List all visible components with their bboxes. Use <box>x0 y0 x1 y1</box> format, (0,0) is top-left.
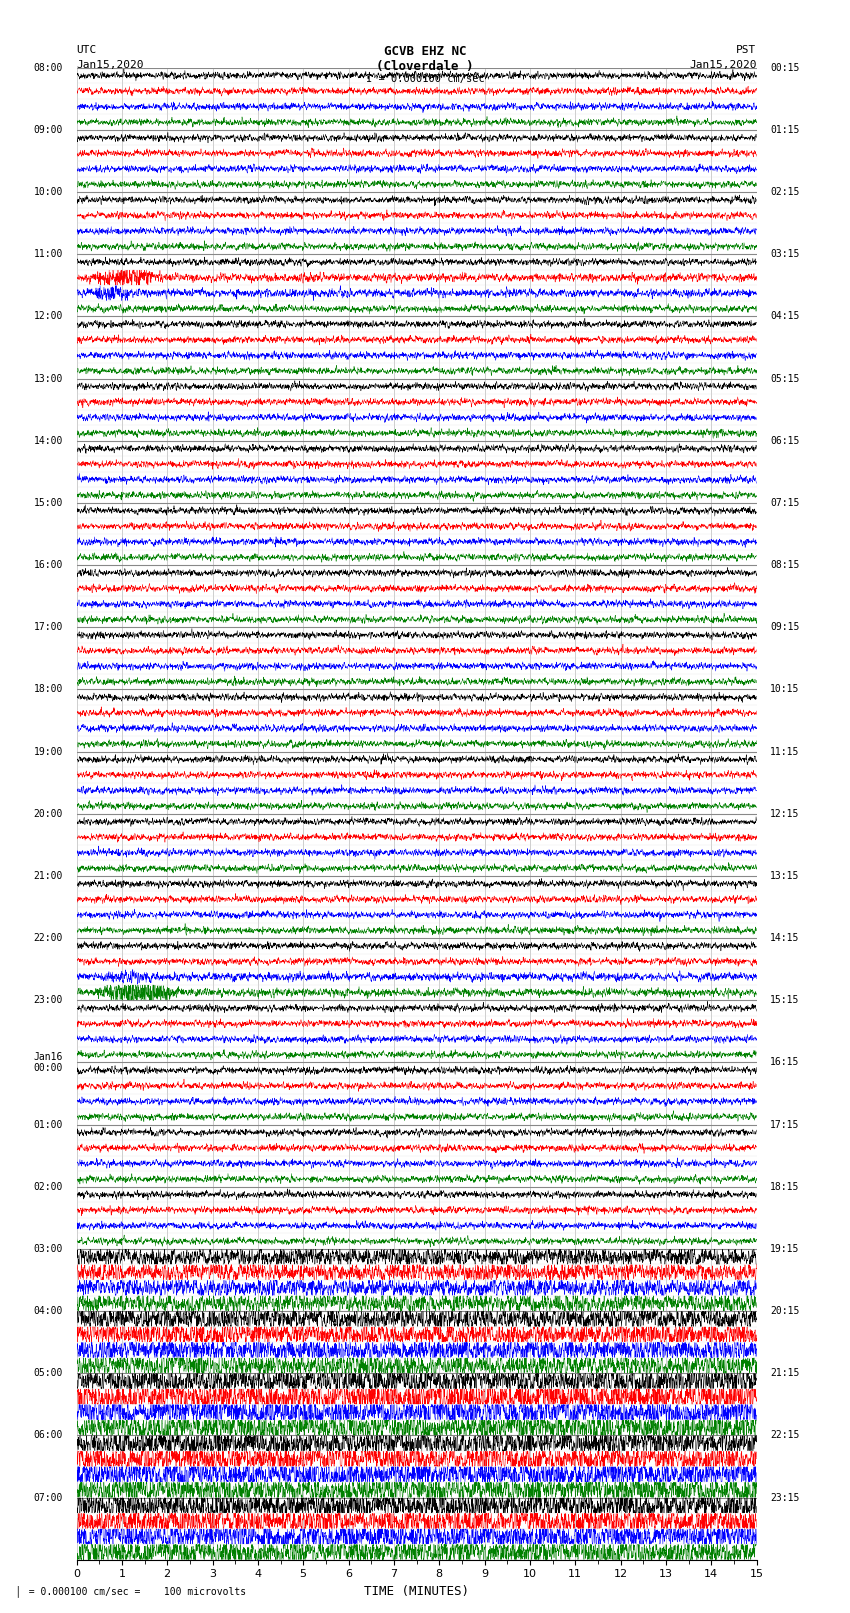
Text: 13:00: 13:00 <box>33 374 63 384</box>
Text: 17:00: 17:00 <box>33 623 63 632</box>
Text: 14:00: 14:00 <box>33 436 63 445</box>
Text: 10:15: 10:15 <box>770 684 800 695</box>
Text: 23:00: 23:00 <box>33 995 63 1005</box>
Text: 08:00: 08:00 <box>33 63 63 73</box>
Text: 19:15: 19:15 <box>770 1244 800 1253</box>
Text: 00:15: 00:15 <box>770 63 800 73</box>
Text: 16:00: 16:00 <box>33 560 63 569</box>
Text: 12:15: 12:15 <box>770 808 800 819</box>
Text: ▏ = 0.000100 cm/sec =    100 microvolts: ▏ = 0.000100 cm/sec = 100 microvolts <box>17 1586 246 1597</box>
Text: 01:00: 01:00 <box>33 1119 63 1129</box>
Text: 22:00: 22:00 <box>33 932 63 944</box>
Text: 15:15: 15:15 <box>770 995 800 1005</box>
Text: 04:15: 04:15 <box>770 311 800 321</box>
Text: 09:00: 09:00 <box>33 124 63 135</box>
Text: 03:15: 03:15 <box>770 250 800 260</box>
Text: 06:15: 06:15 <box>770 436 800 445</box>
Text: 09:15: 09:15 <box>770 623 800 632</box>
Text: 03:00: 03:00 <box>33 1244 63 1253</box>
Text: 23:15: 23:15 <box>770 1492 800 1503</box>
Text: 04:00: 04:00 <box>33 1307 63 1316</box>
X-axis label: TIME (MINUTES): TIME (MINUTES) <box>364 1586 469 1598</box>
Text: 07:00: 07:00 <box>33 1492 63 1503</box>
Text: 22:15: 22:15 <box>770 1431 800 1440</box>
Text: 10:00: 10:00 <box>33 187 63 197</box>
Text: 05:15: 05:15 <box>770 374 800 384</box>
Text: Jan15,2020: Jan15,2020 <box>689 60 756 69</box>
Text: 19:00: 19:00 <box>33 747 63 756</box>
Text: 05:00: 05:00 <box>33 1368 63 1378</box>
Text: 11:00: 11:00 <box>33 250 63 260</box>
Text: 20:15: 20:15 <box>770 1307 800 1316</box>
Text: I = 0.000100 cm/sec: I = 0.000100 cm/sec <box>366 74 484 84</box>
Text: 17:15: 17:15 <box>770 1119 800 1129</box>
Text: 07:15: 07:15 <box>770 498 800 508</box>
Text: UTC: UTC <box>76 45 97 55</box>
Text: (Cloverdale ): (Cloverdale ) <box>377 60 473 73</box>
Text: 21:00: 21:00 <box>33 871 63 881</box>
Text: Jan16
00:00: Jan16 00:00 <box>33 1052 63 1073</box>
Text: 15:00: 15:00 <box>33 498 63 508</box>
Text: 12:00: 12:00 <box>33 311 63 321</box>
Text: 02:00: 02:00 <box>33 1182 63 1192</box>
Text: 11:15: 11:15 <box>770 747 800 756</box>
Text: 14:15: 14:15 <box>770 932 800 944</box>
Text: 08:15: 08:15 <box>770 560 800 569</box>
Text: 13:15: 13:15 <box>770 871 800 881</box>
Text: 21:15: 21:15 <box>770 1368 800 1378</box>
Text: 20:00: 20:00 <box>33 808 63 819</box>
Text: 06:00: 06:00 <box>33 1431 63 1440</box>
Text: 18:15: 18:15 <box>770 1182 800 1192</box>
Text: 02:15: 02:15 <box>770 187 800 197</box>
Text: PST: PST <box>736 45 756 55</box>
Text: GCVB EHZ NC: GCVB EHZ NC <box>383 45 467 58</box>
Text: Jan15,2020: Jan15,2020 <box>76 60 144 69</box>
Text: 18:00: 18:00 <box>33 684 63 695</box>
Text: 16:15: 16:15 <box>770 1058 800 1068</box>
Text: 01:15: 01:15 <box>770 124 800 135</box>
